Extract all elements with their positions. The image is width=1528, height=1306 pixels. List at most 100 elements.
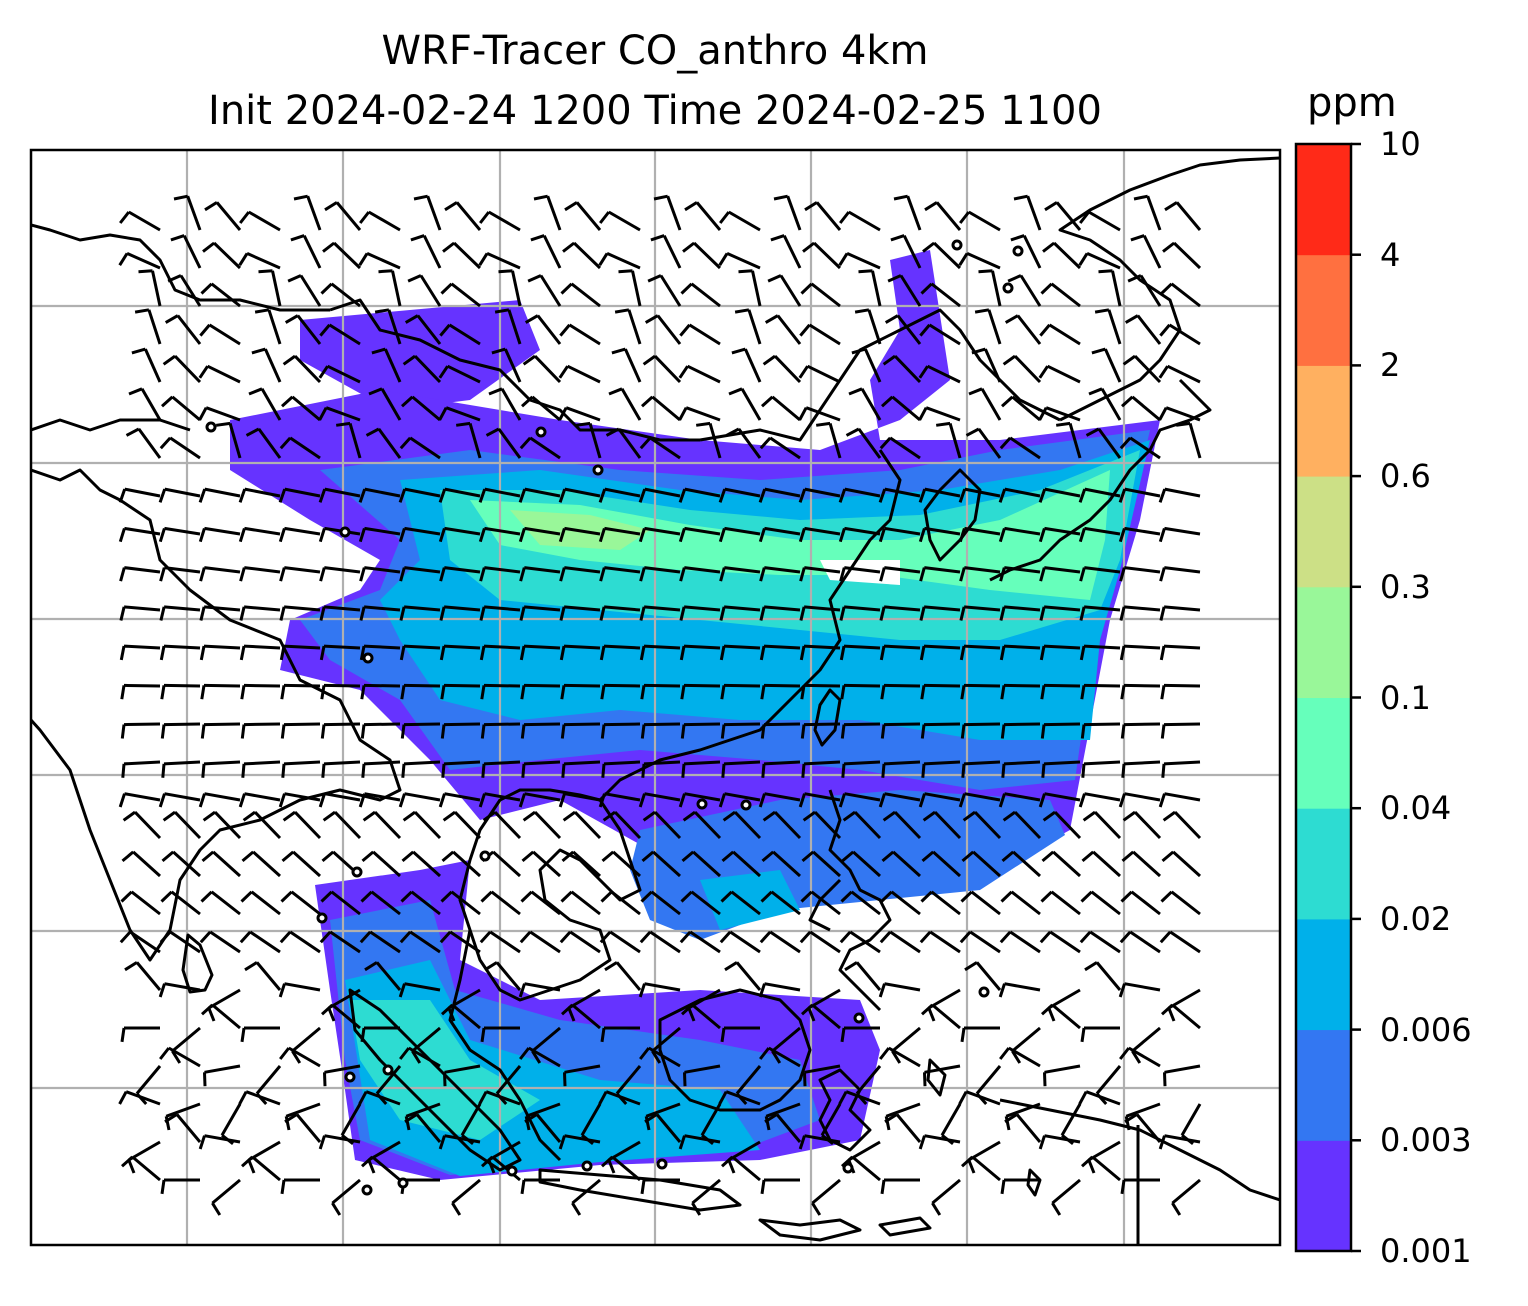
wind-barb-feather	[971, 347, 986, 355]
wind-barb-feather	[1160, 685, 1166, 700]
wind-barb-shaft	[563, 760, 601, 766]
wind-barb-feather	[879, 645, 886, 661]
wind-barb-feather	[278, 793, 286, 808]
wind-barb-feather	[959, 606, 966, 621]
wind-barb-feather	[318, 406, 328, 421]
wind-barb-feather	[927, 1007, 936, 1022]
wind-barb-feather	[607, 1159, 616, 1174]
wind-barb-shaft	[726, 252, 761, 270]
wind-barb-feather	[1124, 1115, 1131, 1131]
wind-barb-feather	[441, 1003, 454, 1016]
wind-barb-feather	[279, 645, 286, 661]
wind-barb-feather	[359, 645, 366, 661]
wind-barb-feather	[718, 793, 726, 808]
wind-barb-feather	[920, 724, 926, 739]
wind-barb-shaft	[1163, 644, 1201, 650]
wind-barb-shaft	[864, 348, 882, 383]
wind-barb-shaft	[323, 605, 361, 612]
wind-barb-feather	[642, 354, 656, 366]
wind-barb-shaft	[182, 234, 202, 269]
wind-barb-feather	[1082, 810, 1096, 822]
wind-barb-shaft	[683, 644, 721, 650]
wind-barb-shaft	[924, 566, 961, 574]
wind-barb-feather	[319, 645, 326, 661]
wind-barb-feather	[199, 645, 206, 661]
wind-barb-shaft	[926, 364, 961, 384]
wind-barb-shaft	[291, 395, 321, 422]
wind-barb-shaft	[324, 1134, 361, 1144]
wind-barb-shaft	[130, 890, 161, 916]
wind-barb-feather	[639, 606, 646, 621]
wind-barb-feather	[647, 274, 662, 283]
wind-barb-shaft	[323, 722, 361, 727]
wind-barb-feather	[1080, 724, 1086, 739]
wind-barb-shaft	[852, 850, 882, 878]
wind-barb-shaft	[775, 1113, 802, 1143]
wind-barb-feather	[959, 211, 970, 224]
wind-barb-shaft	[1173, 811, 1202, 840]
wind-barb-feather	[561, 1003, 574, 1016]
wind-barb-feather	[287, 274, 302, 283]
wind-barb-feather	[365, 427, 380, 437]
wind-barb-shaft	[763, 683, 801, 688]
wind-barb-shaft	[164, 792, 201, 802]
wind-barb-shaft	[528, 1046, 561, 1068]
colorbar	[1296, 144, 1351, 1252]
wind-barb-feather	[1131, 1050, 1142, 1064]
wind-barb-shaft	[933, 241, 962, 270]
wind-barb-shaft	[991, 270, 1002, 307]
wind-barb-feather	[931, 1202, 942, 1216]
wind-barb-feather	[1010, 234, 1025, 242]
wind-barb-shaft	[283, 722, 321, 727]
wind-barb-shaft	[1171, 1178, 1201, 1205]
wind-barb-feather	[198, 406, 208, 421]
wind-barb-shaft	[1131, 395, 1161, 422]
wind-barb-shaft	[811, 1178, 841, 1205]
wind-barb-shaft	[890, 890, 921, 916]
wind-barb-feather	[1085, 427, 1100, 437]
wind-barb-shaft	[133, 811, 162, 840]
wind-barb-shaft	[243, 722, 281, 727]
wind-barb-shaft	[888, 1046, 921, 1068]
wind-barb-shaft	[1044, 526, 1081, 536]
colorbar-tick-label: 10	[1380, 125, 1421, 163]
wind-barb-feather	[958, 1090, 968, 1105]
wind-barb-feather	[1127, 274, 1142, 283]
wind-barb-shaft	[497, 428, 522, 459]
wind-barb-feather	[719, 211, 730, 224]
wind-barb-feather	[318, 793, 326, 808]
wind-barb-feather	[965, 427, 980, 437]
wind-barb-feather	[240, 685, 246, 700]
wind-barb-feather	[638, 793, 646, 808]
wind-barb-shaft	[588, 422, 602, 459]
wind-barb-feather	[558, 1135, 566, 1150]
wind-barb-feather	[441, 850, 455, 863]
wind-barb-feather	[124, 961, 138, 972]
wind-barb-feather	[878, 527, 886, 543]
wind-barb-feather	[807, 1007, 816, 1022]
wind-barb-feather	[378, 269, 393, 274]
wind-barb-feather	[560, 890, 573, 903]
wind-barb-shaft	[348, 422, 362, 459]
wind-barb-feather	[359, 606, 366, 621]
wind-barb-shaft	[171, 1026, 201, 1053]
wind-barb-shaft	[811, 1003, 841, 1030]
wind-barb-feather	[639, 436, 652, 450]
wind-barb-shaft	[849, 930, 881, 954]
wind-barb-shaft	[203, 644, 241, 650]
wind-barb-feather	[683, 1072, 687, 1087]
wind-barb-feather	[642, 810, 656, 822]
wind-barb-feather	[1001, 395, 1014, 408]
wind-barb-feather	[922, 810, 936, 822]
wind-barb-shaft	[964, 792, 1001, 802]
wind-barb-feather	[919, 567, 926, 582]
wind-barb-feather	[278, 527, 286, 543]
wind-barb-shaft	[1084, 566, 1121, 574]
wind-barb-feather	[1080, 1027, 1086, 1043]
wind-barb-shaft	[804, 792, 841, 802]
wind-barb-shaft	[690, 282, 721, 308]
wind-barb-feather	[480, 724, 486, 739]
wind-barb-shaft	[906, 195, 922, 231]
wind-barb-feather	[599, 606, 606, 621]
wind-barb-feather	[600, 1027, 606, 1043]
